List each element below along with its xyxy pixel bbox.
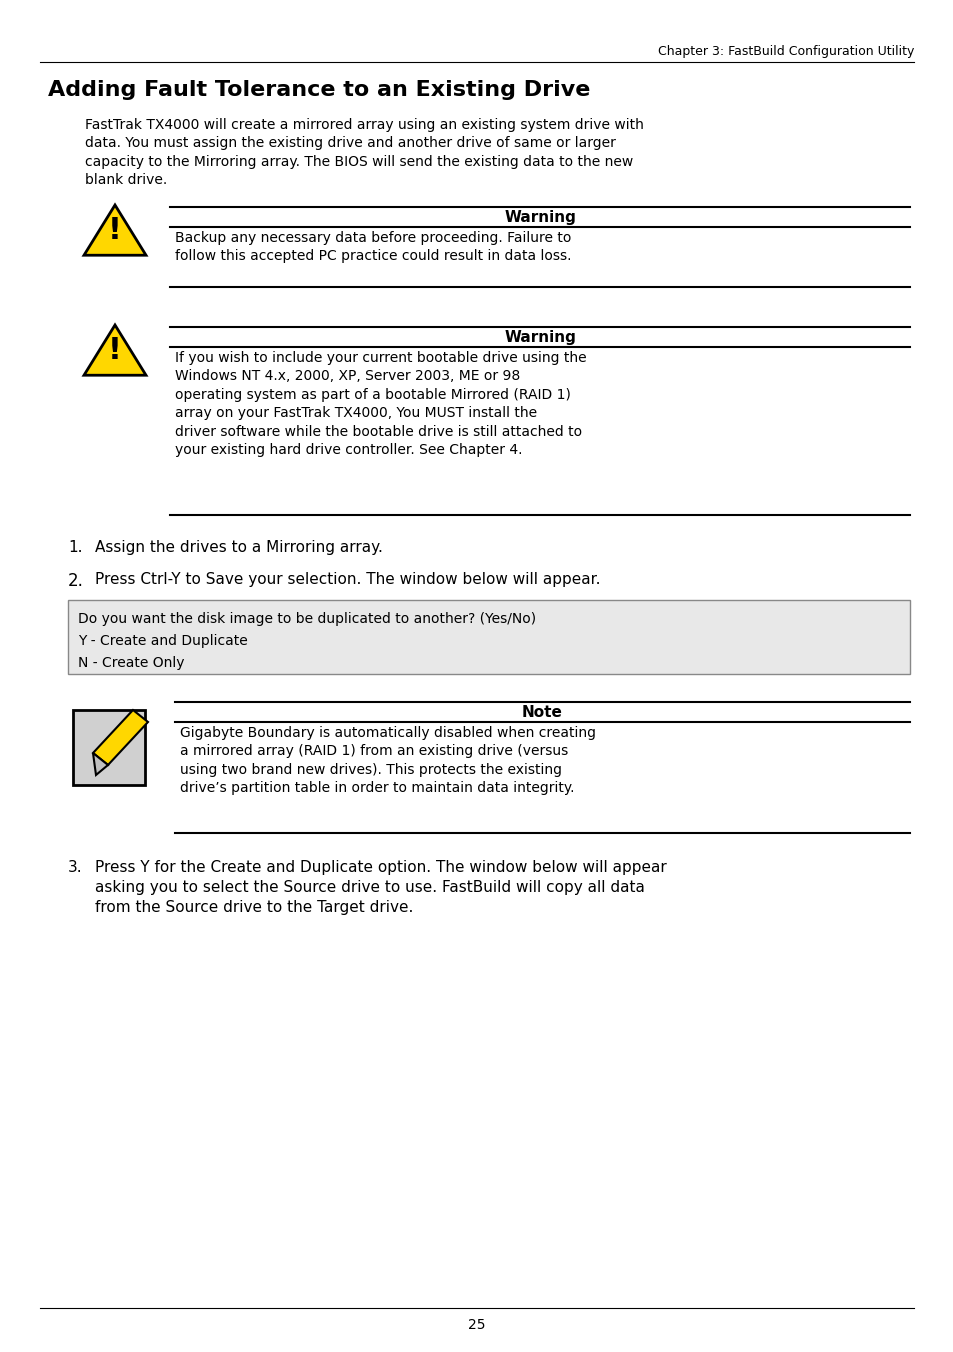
Text: Adding Fault Tolerance to an Existing Drive: Adding Fault Tolerance to an Existing Dr…: [48, 80, 590, 100]
Text: Backup any necessary data before proceeding. Failure to
follow this accepted PC : Backup any necessary data before proceed…: [174, 231, 571, 264]
Text: Do you want the disk image to be duplicated to another? (Yes/No): Do you want the disk image to be duplica…: [78, 612, 536, 626]
Text: Gigabyte Boundary is automatically disabled when creating
a mirrored array (RAID: Gigabyte Boundary is automatically disab…: [180, 726, 596, 795]
Text: Assign the drives to a Mirroring array.: Assign the drives to a Mirroring array.: [95, 539, 382, 556]
Text: !: !: [108, 215, 122, 245]
Text: Y - Create and Duplicate: Y - Create and Duplicate: [78, 634, 248, 648]
Text: 2.: 2.: [68, 572, 84, 589]
Polygon shape: [92, 710, 148, 765]
Text: N - Create Only: N - Create Only: [78, 656, 184, 671]
Text: !: !: [108, 335, 122, 365]
Text: Press Y for the Create and Duplicate option. The window below will appear
asking: Press Y for the Create and Duplicate opt…: [95, 860, 666, 914]
Text: 1.: 1.: [68, 539, 82, 556]
Polygon shape: [92, 753, 108, 775]
Text: Warning: Warning: [503, 330, 576, 345]
Text: FastTrak TX4000 will create a mirrored array using an existing system drive with: FastTrak TX4000 will create a mirrored a…: [85, 118, 643, 187]
Text: Warning: Warning: [503, 210, 576, 224]
Polygon shape: [84, 206, 146, 256]
Text: Press Ctrl-Y to Save your selection. The window below will appear.: Press Ctrl-Y to Save your selection. The…: [95, 572, 599, 587]
Text: Note: Note: [521, 704, 562, 721]
Text: Chapter 3: FastBuild Configuration Utility: Chapter 3: FastBuild Configuration Utili…: [657, 45, 913, 58]
Polygon shape: [84, 324, 146, 376]
Text: 25: 25: [468, 1318, 485, 1332]
FancyBboxPatch shape: [68, 600, 909, 675]
Text: 3.: 3.: [68, 860, 83, 875]
Text: If you wish to include your current bootable drive using the
Windows NT 4.x, 200: If you wish to include your current boot…: [174, 352, 586, 457]
FancyBboxPatch shape: [73, 710, 145, 786]
